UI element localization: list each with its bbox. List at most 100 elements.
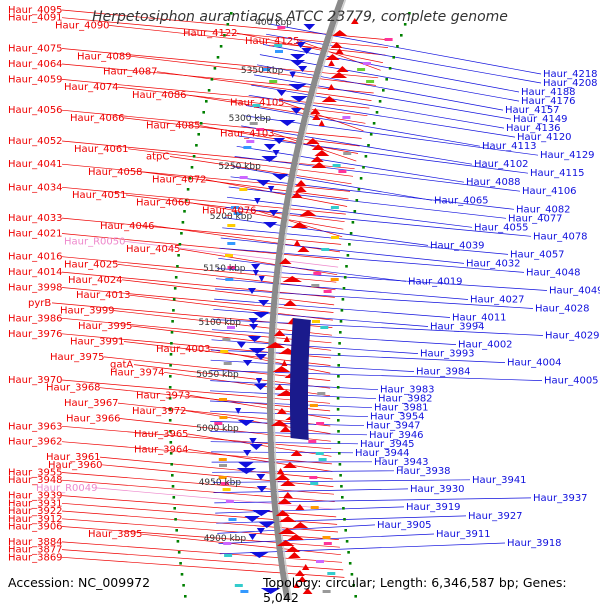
reverse-gene-arrow (248, 336, 262, 342)
tick-mark-inner (338, 353, 341, 356)
gene-label-left: Haur_3998 (8, 283, 63, 294)
gene-label-left: Haur_3962 (8, 437, 63, 448)
tick-mark-inner (337, 397, 340, 400)
ruler-label: 5300 kbp (229, 114, 272, 124)
gene-label-right: Haur_4055 (474, 222, 529, 233)
reverse-gene-arrow (249, 534, 257, 540)
gene-label-right: Haur_4048 (526, 267, 581, 278)
tick-mark-inner (337, 364, 340, 367)
gene-label-right: Haur_4027 (470, 295, 525, 306)
leader-line-right (237, 146, 464, 182)
gene-label-left: Haur_3963 (8, 421, 63, 432)
annotation-box (333, 164, 341, 167)
tick-mark-inner (340, 320, 343, 323)
gene-label-left: Haur_3995 (78, 321, 133, 332)
tick-mark-inner (346, 540, 349, 543)
gene-label-left: Haur_4051 (72, 190, 127, 201)
gene-labels: Haur_4095Haur_4091Haur_4090Haur_4122Haur… (8, 5, 600, 563)
gene-label-right: Haur_4005 (544, 376, 599, 387)
gene-label-left: Haur_3966 (66, 414, 121, 425)
reverse-gene-arrow (279, 120, 295, 126)
gene-label-right: Haur_4102 (474, 159, 529, 170)
ruler-label: 5000 kbp (196, 424, 239, 434)
annotation-box (363, 62, 371, 65)
annotation-box (317, 392, 325, 395)
tick-mark-outer (180, 232, 183, 235)
annotation-box (225, 278, 233, 281)
annotation-box (338, 170, 346, 173)
gene-label-right: Haur_3938 (396, 466, 451, 477)
ruler-label: 5150 kbp (203, 264, 246, 274)
tick-mark-inner (339, 463, 342, 466)
leader-line-right (214, 498, 531, 503)
tick-mark-inner (376, 111, 379, 114)
gene-label-right: Haur_3941 (472, 475, 527, 486)
tick-mark-inner (362, 166, 365, 169)
gene-label-left: Haur_4045 (126, 244, 181, 255)
annotation-box (342, 116, 350, 119)
gene-label-left: Haur_4064 (8, 59, 63, 70)
tick-mark-inner (370, 133, 373, 136)
gene-label-right: Haur_3994 (430, 322, 485, 333)
accession-text: Accession: NC_009972 (8, 575, 150, 590)
reverse-gene-arrow (235, 408, 241, 414)
tick-mark-outer (182, 221, 185, 224)
tick-mark-inner (350, 232, 353, 235)
gene-label-right: Haur_4032 (466, 258, 521, 269)
leader-line-right (211, 442, 358, 444)
tick-mark-inner (382, 89, 385, 92)
ruler-label: 4900 kbp (204, 534, 247, 544)
tick-mark-inner (365, 155, 368, 158)
tick-mark-inner (338, 342, 341, 345)
reverse-gene-arrow (238, 462, 254, 468)
annotation-box (219, 464, 227, 467)
tick-mark-outer (182, 584, 185, 587)
gene-label-right: Haur_3919 (406, 502, 461, 513)
tick-mark-inner (400, 34, 403, 37)
tick-mark-outer (169, 386, 172, 389)
ruler-label: 5050 kbp (196, 370, 239, 380)
topology-text: Topology: circular; Length: 6,346,587 bp… (263, 575, 600, 605)
forward-gene-arrow (296, 180, 307, 186)
annotation-box (310, 482, 318, 485)
gene-label-right: Haur_3993 (420, 349, 475, 360)
gene-label-left: Haur_3975 (50, 352, 105, 363)
gene-label-left: Haur_3986 (8, 313, 63, 324)
tick-mark-outer (217, 56, 220, 59)
ruler-label: 5350 kbp (241, 66, 284, 76)
leader-line-right (249, 95, 515, 137)
leader-line-left (122, 280, 334, 305)
ruler-label: 4950 kbp (199, 478, 242, 488)
gene-label-right: Haur_4028 (535, 304, 590, 315)
gene-label-left: Haur_3967 (64, 398, 119, 409)
forward-gene-arrow (295, 504, 304, 510)
tick-mark-outer (174, 518, 177, 521)
tick-mark-inner (339, 331, 342, 334)
tick-mark-outer (172, 309, 175, 312)
annotation-box (227, 242, 235, 245)
gene-label-right: Haur_4115 (530, 168, 585, 179)
forward-gene-arrow (294, 240, 301, 246)
tick-mark-inner (389, 67, 392, 70)
forward-gene-arrow (335, 48, 343, 54)
gene-label-right: Haur_4019 (408, 276, 463, 287)
ruler-label: 5250 kbp (218, 162, 261, 172)
gene-label-right: Haur_3911 (436, 529, 491, 540)
tick-mark-outer (175, 529, 178, 532)
leader-line-right (211, 452, 353, 453)
gene-label-right: Haur_4039 (430, 240, 485, 251)
reverse-gene-arrow (272, 174, 288, 180)
reverse-gene-arrow (290, 60, 305, 66)
annotation-box (321, 248, 329, 251)
forward-gene-arrow (328, 84, 335, 90)
leader-line-right (212, 471, 394, 473)
annotation-box (324, 542, 332, 545)
leader-line-left (62, 550, 343, 570)
annotation-box (312, 320, 320, 323)
tick-mark-inner (343, 287, 346, 290)
annotation-box (316, 422, 324, 425)
gene-label-right: Haur_4078 (533, 231, 588, 242)
reverse-gene-arrow (264, 144, 276, 150)
